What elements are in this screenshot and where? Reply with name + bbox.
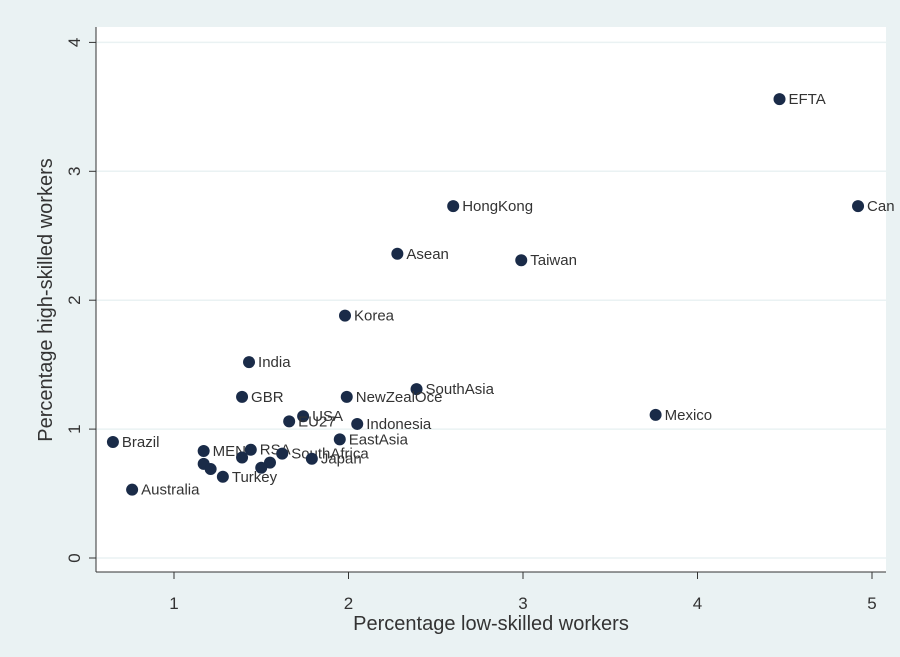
data-point [340, 390, 353, 403]
x-tick-label: 4 [693, 594, 702, 613]
data-point [204, 463, 217, 476]
point-label: India [258, 354, 291, 371]
point-label: Taiwan [530, 252, 577, 269]
data-point [216, 470, 229, 483]
x-tick-label: 3 [518, 594, 527, 613]
x-tick-label: 5 [867, 594, 876, 613]
data-point [126, 483, 139, 496]
data-point [197, 445, 210, 458]
point-label: Indonesia [366, 416, 432, 433]
point-label: Turkey [232, 469, 278, 486]
data-point [236, 390, 249, 403]
data-point [333, 433, 346, 446]
y-axis-title: Percentage high-skilled workers [35, 158, 57, 441]
point-label: Korea [354, 308, 395, 325]
point-label: Can [867, 198, 895, 215]
point-label: Asean [406, 246, 449, 263]
data-point [276, 447, 289, 460]
data-point [391, 247, 404, 260]
data-point [447, 200, 460, 213]
y-tick-label: 4 [65, 38, 84, 47]
data-point [106, 435, 119, 448]
point-label: EFTA [789, 91, 826, 108]
point-label: Australia [141, 482, 200, 499]
data-point [515, 254, 528, 267]
x-tick-label: 1 [169, 594, 178, 613]
point-label: NewZealOce [356, 389, 443, 406]
data-point [649, 408, 662, 421]
y-tick-label: 2 [65, 295, 84, 304]
data-points: EFTA Can HongKong Asean Taiwan Korea India Sout… [106, 91, 895, 499]
x-tick-label: 2 [344, 594, 353, 613]
data-point [236, 451, 249, 464]
point-label: SouthAsia [426, 381, 495, 398]
data-point [305, 452, 318, 465]
point-label: HongKong [462, 198, 533, 215]
point-label: Japan [321, 451, 362, 468]
data-point [244, 443, 257, 456]
data-point [255, 461, 268, 474]
point-label: EU27 [298, 413, 336, 430]
data-point [339, 309, 352, 322]
data-point [410, 383, 423, 396]
y-tick-label: 0 [65, 553, 84, 562]
data-point [773, 93, 786, 106]
point-label: GBR [251, 389, 284, 406]
y-tick-label: 3 [65, 167, 84, 176]
point-label: Brazil [122, 434, 160, 451]
data-point [283, 415, 296, 428]
grid-lines [96, 41, 886, 559]
point-label: USA [312, 408, 343, 425]
data-point [351, 417, 364, 430]
y-tick-label: 1 [65, 424, 84, 433]
point-label: EastAsia [349, 431, 409, 448]
data-point [263, 456, 276, 469]
data-point [852, 200, 865, 213]
axis-ticks: 0 1 2 3 4 1 2 3 4 5 [65, 38, 877, 613]
axes [95, 27, 886, 573]
data-point [243, 356, 256, 369]
x-axis-title: Percentage low-skilled workers [353, 613, 629, 635]
data-point [297, 410, 310, 423]
point-label: Mexico [665, 407, 713, 424]
